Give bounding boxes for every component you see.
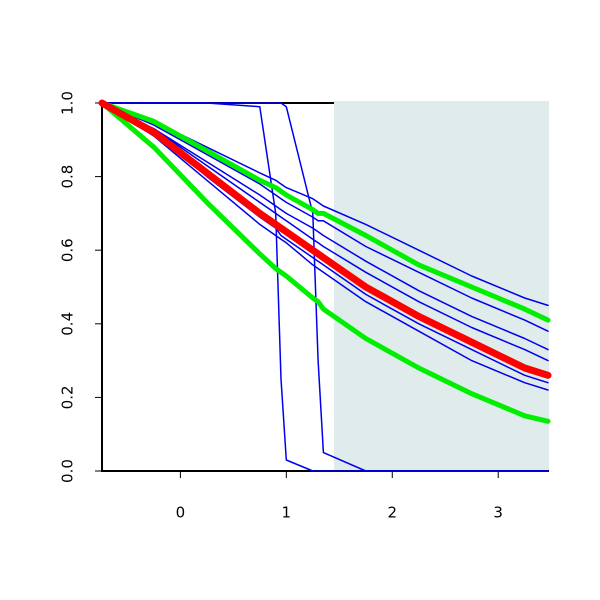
y-tick-label: 0.8	[59, 165, 77, 189]
x-tick-label: 1	[282, 504, 292, 522]
series-line	[98, 99, 552, 379]
y-tick-label: 0.2	[59, 385, 77, 409]
x-tick-label: 3	[493, 504, 503, 522]
series-line	[101, 102, 549, 472]
series-line	[101, 102, 549, 391]
y-tick-label: 0.6	[59, 238, 77, 262]
series-line	[99, 100, 551, 323]
series-line	[99, 100, 551, 424]
y-tick-label: 1.0	[59, 91, 77, 115]
y-tick-label: 0.0	[59, 459, 77, 483]
series-line	[101, 102, 549, 362]
y-tick-label: 0.4	[59, 312, 77, 336]
x-tick-label: 2	[387, 504, 397, 522]
series-line	[101, 102, 549, 307]
x-tick-label: 0	[176, 504, 186, 522]
